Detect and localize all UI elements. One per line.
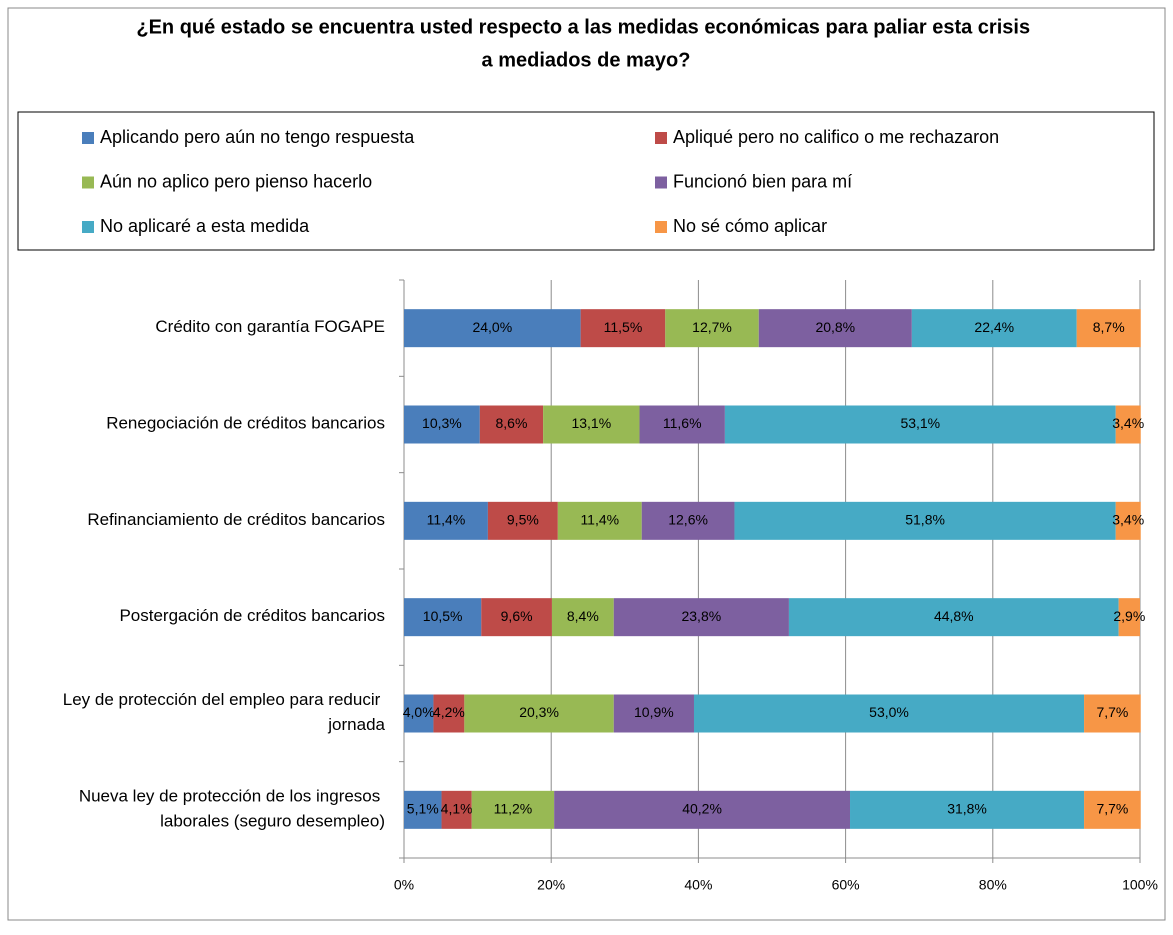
bar-segment	[404, 309, 581, 348]
legend-label: No sé cómo aplicar	[673, 216, 827, 236]
data-label: 7,7%	[1096, 801, 1128, 817]
data-label: 44,8%	[934, 608, 974, 624]
legend-swatch	[655, 221, 667, 233]
bar-segment	[404, 790, 442, 829]
bar-segment	[788, 598, 1119, 637]
data-label: 9,5%	[507, 512, 539, 528]
bar-segment	[1084, 694, 1141, 733]
bar-segment	[613, 694, 694, 733]
x-tick-label: 60%	[832, 877, 860, 893]
bar-segment	[1115, 405, 1141, 444]
data-label: 22,4%	[974, 319, 1014, 335]
bar-segment	[1076, 309, 1141, 348]
bar-segment	[641, 501, 735, 540]
legend-swatch	[82, 176, 94, 189]
bar-segment	[554, 790, 851, 829]
data-label: 24,0%	[472, 319, 512, 335]
data-label: 40,2%	[682, 801, 722, 817]
bar-segment	[487, 501, 558, 540]
bar-segment	[479, 405, 544, 444]
legend-swatch	[82, 132, 94, 144]
y-tick-label: Crédito con garantía FOGAPE	[155, 318, 385, 337]
bar-segment	[404, 405, 480, 444]
y-tick-label: Refinanciamiento de créditos bancarios	[87, 510, 385, 529]
bar-segment	[471, 790, 555, 829]
bar-segment	[758, 309, 912, 348]
data-label: 11,2%	[494, 801, 533, 817]
legend-label: Aún no aplico pero pienso hacerlo	[100, 171, 372, 191]
data-label: 11,5%	[604, 319, 643, 335]
x-tick-label: 100%	[1122, 877, 1158, 893]
bar-segment	[724, 405, 1116, 444]
legend-label: Aplicando pero aún no tengo respuesta	[100, 127, 415, 147]
bar-segment	[441, 790, 472, 829]
data-label: 51,8%	[905, 512, 945, 528]
bar-segment	[911, 309, 1077, 348]
y-tick-label: Nueva ley de protección de los ingresos …	[79, 787, 385, 831]
data-label: 8,6%	[495, 415, 527, 431]
bar-segment	[1115, 501, 1141, 540]
bar-segment	[404, 501, 488, 540]
legend-label: No aplicaré a esta medida	[100, 216, 310, 236]
data-label: 31,8%	[947, 801, 987, 817]
data-label: 11,6%	[663, 415, 702, 431]
legend-swatch	[655, 132, 667, 144]
bar-segment	[734, 501, 1116, 540]
data-label: 10,3%	[422, 415, 462, 431]
legend-label: Apliqué pero no califico o me rechazaron	[673, 127, 999, 147]
data-label: 5,1%	[407, 801, 439, 817]
y-tick-label: Renegociación de créditos bancarios	[106, 414, 385, 433]
data-label: 3,4%	[1112, 415, 1144, 431]
bar-segment	[613, 598, 789, 637]
data-label: 3,4%	[1112, 512, 1144, 528]
bar-segment	[1084, 790, 1141, 829]
data-label: 10,9%	[634, 704, 674, 720]
x-tick-label: 40%	[684, 877, 712, 893]
data-label: 10,5%	[423, 608, 463, 624]
chart-title: ¿En qué estado se encuentra usted respec…	[136, 17, 1035, 72]
y-tick-label: Postergación de créditos bancarios	[119, 607, 385, 626]
data-label: 11,4%	[427, 512, 466, 528]
data-label: 20,8%	[815, 319, 855, 335]
bar-segment	[580, 309, 666, 348]
data-label: 12,7%	[692, 319, 732, 335]
bar-segment	[404, 694, 434, 733]
bar-segment	[481, 598, 552, 637]
data-label: 4,1%	[441, 801, 473, 817]
bar-segment	[1118, 598, 1140, 637]
bar-segment	[464, 694, 614, 733]
x-tick-label: 80%	[979, 877, 1007, 893]
legend-label: Funcionó bien para mí	[673, 171, 852, 191]
bar-segment	[433, 694, 465, 733]
x-tick-label: 0%	[394, 877, 414, 893]
data-label: 13,1%	[571, 415, 611, 431]
data-label: 8,4%	[567, 608, 599, 624]
legend-swatch	[82, 221, 94, 233]
bar-segment	[850, 790, 1085, 829]
data-label: 11,4%	[580, 512, 619, 528]
data-label: 4,2%	[433, 704, 465, 720]
legend-swatch	[655, 176, 667, 189]
x-tick-label: 20%	[537, 877, 565, 893]
data-label: 7,7%	[1096, 704, 1128, 720]
data-label: 20,3%	[519, 704, 559, 720]
bar-segment	[693, 694, 1085, 733]
data-label: 12,6%	[668, 512, 708, 528]
y-tick-label: Ley de protección del empleo para reduci…	[63, 690, 386, 734]
bar-segment	[551, 598, 614, 637]
data-label: 23,8%	[681, 608, 721, 624]
data-label: 2,9%	[1113, 608, 1145, 624]
bar-segment	[557, 501, 642, 540]
bar-segment	[404, 598, 482, 637]
data-label: 4,0%	[403, 704, 435, 720]
data-label: 53,1%	[900, 415, 940, 431]
data-label: 9,6%	[501, 608, 533, 624]
data-label: 8,7%	[1093, 319, 1125, 335]
bar-segment	[543, 405, 640, 444]
data-label: 53,0%	[869, 704, 909, 720]
bar-segment	[639, 405, 725, 444]
legend-box	[17, 111, 1155, 251]
bar-segment	[665, 309, 759, 348]
